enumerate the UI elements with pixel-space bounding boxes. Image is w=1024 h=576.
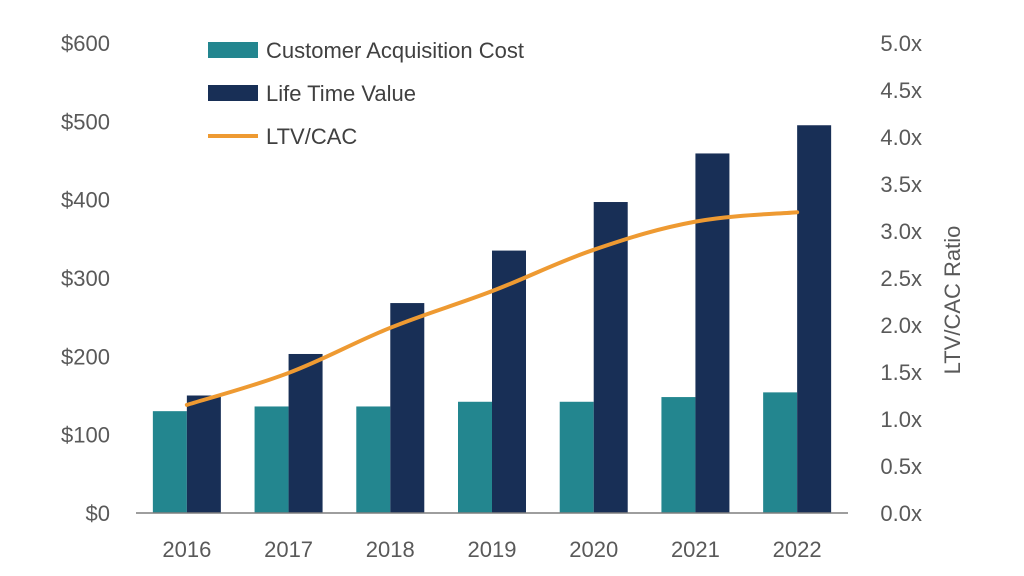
x-tick-label: 2018 <box>366 537 415 562</box>
left-tick-label: $500 <box>61 109 110 134</box>
left-tick-label: $600 <box>61 31 110 56</box>
customer-acquisition-cost-bar-2021 <box>661 397 696 513</box>
x-tick-label: 2021 <box>671 537 720 562</box>
bars-layer <box>152 125 832 514</box>
right-tick-label: 2.0x <box>880 313 922 338</box>
right-tick-label: 3.0x <box>880 219 922 244</box>
life-time-value-bar-2021 <box>695 153 730 513</box>
x-tick-label: 2022 <box>773 537 822 562</box>
x-tick-label: 2016 <box>162 537 211 562</box>
legend-label-customer-acquisition-cost: Customer Acquisition Cost <box>266 38 524 63</box>
left-tick-label: $0 <box>86 501 110 526</box>
left-tick-label: $100 <box>61 423 110 448</box>
life-time-value-bar-2022 <box>797 125 832 513</box>
x-tick-label: 2017 <box>264 537 313 562</box>
right-tick-label: 2.5x <box>880 266 922 291</box>
right-axis-title: LTV/CAC Ratio <box>940 226 965 375</box>
legend-label-life-time-value: Life Time Value <box>266 81 416 106</box>
legend-swatch-customer-acquisition-cost <box>208 42 258 58</box>
legend-label-ltv-cac: LTV/CAC <box>266 124 357 149</box>
right-tick-label: 4.5x <box>880 78 922 103</box>
customer-acquisition-cost-bar-2020 <box>559 401 594 513</box>
life-time-value-bar-2016 <box>186 395 221 513</box>
right-axis-ticks: 0.0x 0.5x 1.0x 1.5x 2.0x 2.5x 3.0x 3.5x 4.0x 4.5x… <box>880 31 922 526</box>
customer-acquisition-cost-bar-2022 <box>763 392 798 513</box>
customer-acquisition-cost-bar-2018 <box>356 406 391 513</box>
right-tick-label: 5.0x <box>880 31 922 56</box>
legend: Customer Acquisition Cost Life Time Value… <box>208 38 524 149</box>
right-tick-label: 1.0x <box>880 407 922 432</box>
customer-acquisition-cost-bar-2016 <box>152 411 187 513</box>
x-axis-ticks: 2016 2017 2018 2019 2020 2021 2022 <box>162 537 821 562</box>
life-time-value-bar-2020 <box>593 202 628 513</box>
right-tick-label: 0.0x <box>880 501 922 526</box>
right-tick-label: 1.5x <box>880 360 922 385</box>
line-layer <box>184 210 800 407</box>
x-tick-label: 2020 <box>569 537 618 562</box>
life-time-value-bar-2019 <box>492 250 526 514</box>
left-tick-label: $400 <box>61 188 110 213</box>
life-time-value-bar-2018 <box>390 303 425 513</box>
customer-acquisition-cost-bar-2019 <box>458 401 492 513</box>
legend-swatch-life-time-value <box>208 85 258 101</box>
right-tick-label: 4.0x <box>880 125 922 150</box>
left-tick-label: $300 <box>61 266 110 291</box>
right-tick-label: 3.5x <box>880 172 922 197</box>
left-tick-label: $200 <box>61 344 110 369</box>
customer-acquisition-cost-bar-2017 <box>254 406 289 513</box>
life-time-value-bar-2017 <box>288 353 323 513</box>
x-tick-label: 2019 <box>468 537 517 562</box>
left-axis-ticks: $0 $100 $200 $300 $400 $500 $600 <box>61 31 110 526</box>
right-tick-label: 0.5x <box>880 454 922 479</box>
